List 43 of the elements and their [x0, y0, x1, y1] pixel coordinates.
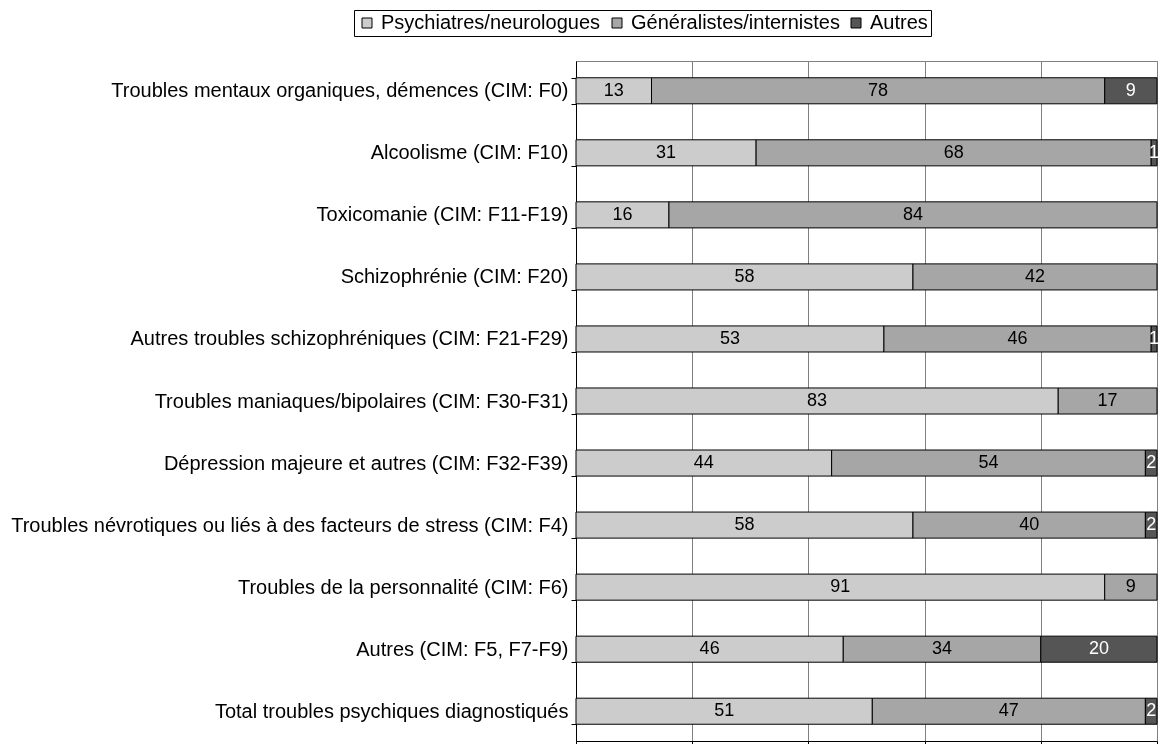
y-tick-label: Autres troubles schizophréniques (CIM: F21-F29)	[130, 327, 569, 350]
y-tick-label: Alcoolisme (CIM: F10)	[370, 141, 569, 164]
legend-label: Psychiatres/neurologues	[381, 11, 601, 33]
data-label: 46	[1007, 327, 1028, 348]
data-label: 20	[1088, 638, 1109, 659]
data-label: 54	[978, 452, 999, 473]
legend-label: Autres	[870, 11, 928, 33]
data-label: 47	[998, 700, 1019, 721]
y-tick-label: Toxicomanie (CIM: F11-F19)	[316, 203, 569, 226]
data-label: 58	[734, 514, 755, 535]
y-tick-label: Autres (CIM: F5, F7-F9)	[356, 637, 569, 660]
legend-label: Généralistes/internistes	[631, 11, 840, 33]
data-label: 1	[1149, 327, 1160, 348]
data-label: 9	[1125, 79, 1136, 100]
data-label: 31	[656, 141, 677, 162]
data-label: 2	[1146, 700, 1157, 721]
data-label: 51	[714, 700, 735, 721]
data-label: 84	[902, 203, 923, 224]
data-label: 58	[734, 265, 755, 286]
data-label: 2	[1146, 514, 1157, 535]
data-label: 46	[699, 638, 720, 659]
data-label: 40	[1019, 514, 1040, 535]
y-tick-label: Schizophrénie (CIM: F20)	[340, 265, 569, 288]
y-tick-label: Troubles maniaques/bipolaires (CIM: F30-F31)	[154, 389, 569, 412]
data-label: 13	[603, 79, 624, 100]
data-label: 16	[612, 203, 633, 224]
data-label: 78	[868, 79, 889, 100]
y-tick-label: Total troubles psychiques diagnostiqués	[214, 699, 569, 722]
y-tick-label: Troubles de la personnalité (CIM: F6)	[237, 575, 569, 598]
data-label: 1	[1149, 141, 1160, 162]
data-label: 2	[1146, 452, 1157, 473]
data-label: 68	[943, 141, 964, 162]
y-tick-label: Troubles névrotiques ou liés à des facteurs de stress (CIM: F4)	[11, 513, 569, 536]
data-label: 91	[830, 576, 851, 597]
data-label: 9	[1125, 576, 1136, 597]
data-label: 34	[932, 638, 953, 659]
data-label: 17	[1097, 390, 1118, 410]
y-tick-label: Dépression majeure et autres (CIM: F32-F39)	[163, 451, 569, 474]
data-label: 83	[807, 390, 828, 410]
data-label: 44	[693, 452, 714, 473]
data-label: 42	[1024, 265, 1046, 286]
data-label: 53	[719, 327, 740, 348]
y-tick-label: Troubles mentaux organiques, démences (CIM: F0)	[111, 79, 569, 102]
